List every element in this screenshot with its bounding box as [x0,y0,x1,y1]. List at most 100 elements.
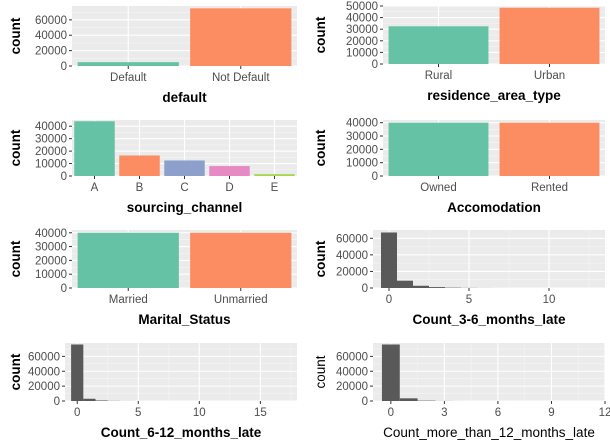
y-tick-label: 40000 [28,366,60,378]
y-axis-label: count [313,129,328,166]
x-tick-label: 5 [466,294,472,306]
x-tick-label: Owned [420,182,456,194]
bar-not-default [190,8,292,66]
y-axis-label: count [8,353,23,390]
bar-a [74,121,115,176]
x-tick-label: B [136,182,144,194]
bar-unmarried [190,232,292,288]
x-axis-label: Accomodation [447,200,541,215]
y-tick-label: 60000 [336,351,368,363]
y-tick-label: 30000 [346,24,378,36]
y-axis-label: count [8,240,23,277]
y-tick-label: 0 [61,61,67,73]
x-tick-label: 5 [135,407,141,419]
bar-d [209,166,250,176]
plot-background [373,230,605,288]
y-axis-label: count [313,16,328,53]
x-axis-label: Count_more_than_12_months_late [383,425,595,440]
bar-urban [499,7,600,65]
y-tick-label: 20000 [35,46,67,58]
x-tick-label: Rented [531,182,568,194]
y-tick-label: 50000 [346,1,378,13]
y-tick-label: 30000 [35,242,67,254]
chart-panel-7: 0 20000 40000 60000 0 5 10 15 Count_6-12_months_… [8,343,297,440]
x-tick-label: 10 [543,294,556,306]
plot-background [373,343,605,401]
histogram-bin [429,287,445,288]
y-tick-label: 20000 [346,36,378,48]
histogram-bin [83,398,96,401]
y-tick-label: 0 [362,396,368,408]
y-tick-label: 10000 [346,158,378,170]
y-tick-label: 20000 [346,144,378,156]
x-tick-label: Unmarried [214,294,268,306]
bar-b [119,155,160,176]
y-tick-label: 30000 [35,134,67,146]
y-tick-label: 40000 [35,30,67,42]
x-tick-label: 9 [548,407,554,419]
y-axis-label: count [8,129,23,166]
x-tick-label: Rural [425,70,452,82]
histogram-bin [397,280,413,288]
y-tick-label: 40000 [346,13,378,25]
y-tick-label: 20000 [336,266,368,278]
bar-default [77,62,179,66]
bar-rural [388,26,489,64]
y-tick-label: 10000 [35,269,67,281]
x-axis-label: residence_area_type [427,88,561,103]
y-tick-label: 0 [372,171,378,183]
x-axis-label: default [162,90,207,105]
y-tick-label: 10000 [35,159,67,171]
x-tick-label: E [271,182,279,194]
chart-panel-8: 0 20000 40000 60000 0 3 6 9 12 Count_more_than_12… [313,343,610,440]
bar-rented [499,122,600,176]
histogram-bin [413,285,429,288]
chart-panel-1: 0 20000 40000 60000 Default Not Default defaul… [8,6,297,105]
bar-c [164,160,205,176]
x-tick-label: 6 [495,407,501,419]
y-tick-label: 0 [61,171,67,183]
y-axis-label: count [313,240,328,277]
x-tick-label: 12 [599,407,610,419]
histogram-bin [381,344,400,401]
y-tick-label: 60000 [35,15,67,27]
y-tick-label: 20000 [28,381,60,393]
y-tick-label: 60000 [336,233,368,245]
bar-married [77,232,179,288]
x-tick-label: C [180,182,188,194]
y-axis-label: count [8,17,23,54]
histogram-bin [399,398,418,401]
x-tick-label: Married [109,294,148,306]
x-axis-label: sourcing_channel [127,200,243,215]
y-tick-label: 30000 [346,131,378,143]
y-tick-label: 0 [54,396,60,408]
x-tick-label: Default [110,72,147,84]
histogram-bin [71,344,84,401]
y-tick-label: 20000 [336,381,368,393]
chart-panel-6: 0 20000 40000 60000 0 5 10 Count_3-6_months_lat… [313,230,605,327]
x-tick-label: 10 [193,407,206,419]
y-tick-label: 40000 [35,121,67,133]
x-tick-label: Not Default [212,72,270,84]
y-axis-label: count [313,355,328,388]
y-tick-label: 40000 [336,250,368,262]
x-axis-label: Count_6-12_months_late [101,425,262,440]
histogram-bin [95,400,108,401]
x-tick-label: D [225,182,233,194]
x-tick-label: 3 [441,407,447,419]
x-axis-label: Count_3-6_months_late [412,312,566,327]
bar-e [254,174,295,176]
y-tick-label: 20000 [35,255,67,267]
plot-background [65,343,297,401]
y-tick-label: 10000 [346,47,378,59]
y-tick-label: 0 [61,283,67,295]
y-tick-label: 0 [372,59,378,71]
x-tick-label: 0 [388,407,394,419]
y-tick-label: 40000 [336,366,368,378]
x-tick-label: A [91,182,99,194]
